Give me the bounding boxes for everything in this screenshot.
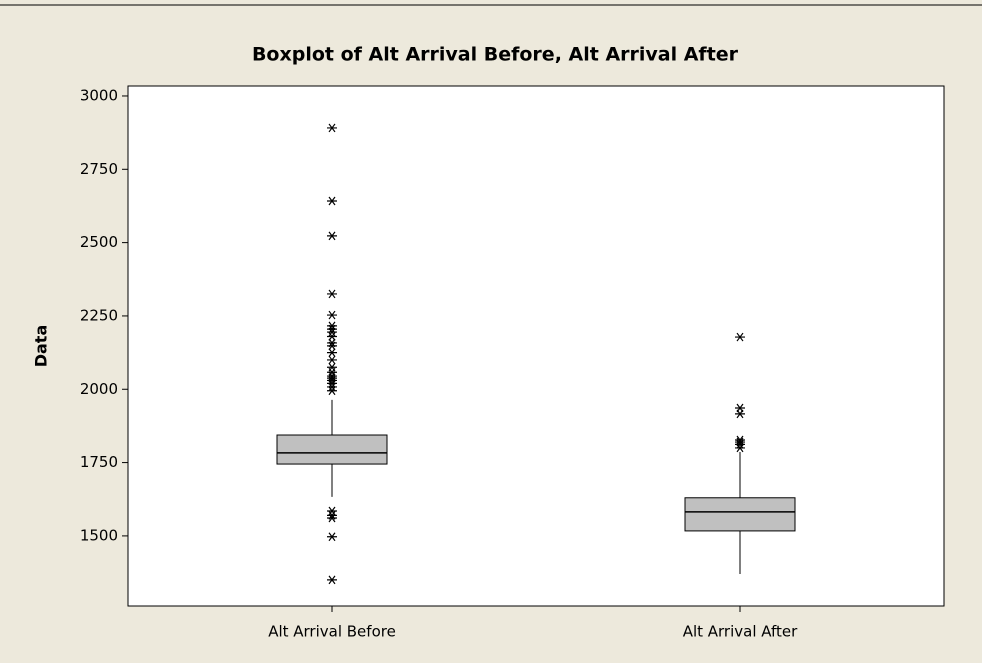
outlier [327,513,337,523]
outlier [327,348,337,357]
outlier [327,332,337,341]
y-tick-label: 1750 [80,453,118,471]
box [276,434,388,465]
outlier [327,575,337,585]
outlier [327,123,337,133]
x-tick-label: Alt Arrival Before [268,623,396,641]
outlier [735,443,745,453]
outlier [327,341,337,351]
box [684,497,796,532]
y-tick-label: 3000 [80,86,118,104]
outlier [327,386,337,396]
outlier [327,355,337,365]
outlier [735,409,745,419]
y-tick-label: 1500 [80,526,118,544]
y-tick-label: 2000 [80,380,118,398]
y-axis-label: Data [32,325,51,368]
y-tick-label: 2750 [80,160,118,178]
outlier [327,196,337,206]
chart-title: Boxplot of Alt Arrival Before, Alt Arriv… [252,44,739,66]
outlier [327,310,337,320]
plot-area [127,85,945,607]
outlier [735,332,745,342]
outlier [327,532,337,542]
outlier [327,231,337,241]
x-tick-label: Alt Arrival After [683,623,798,641]
y-tick-label: 2500 [80,233,118,251]
outlier [327,382,337,392]
y-tick-label: 2250 [80,306,118,324]
outlier [327,289,337,299]
